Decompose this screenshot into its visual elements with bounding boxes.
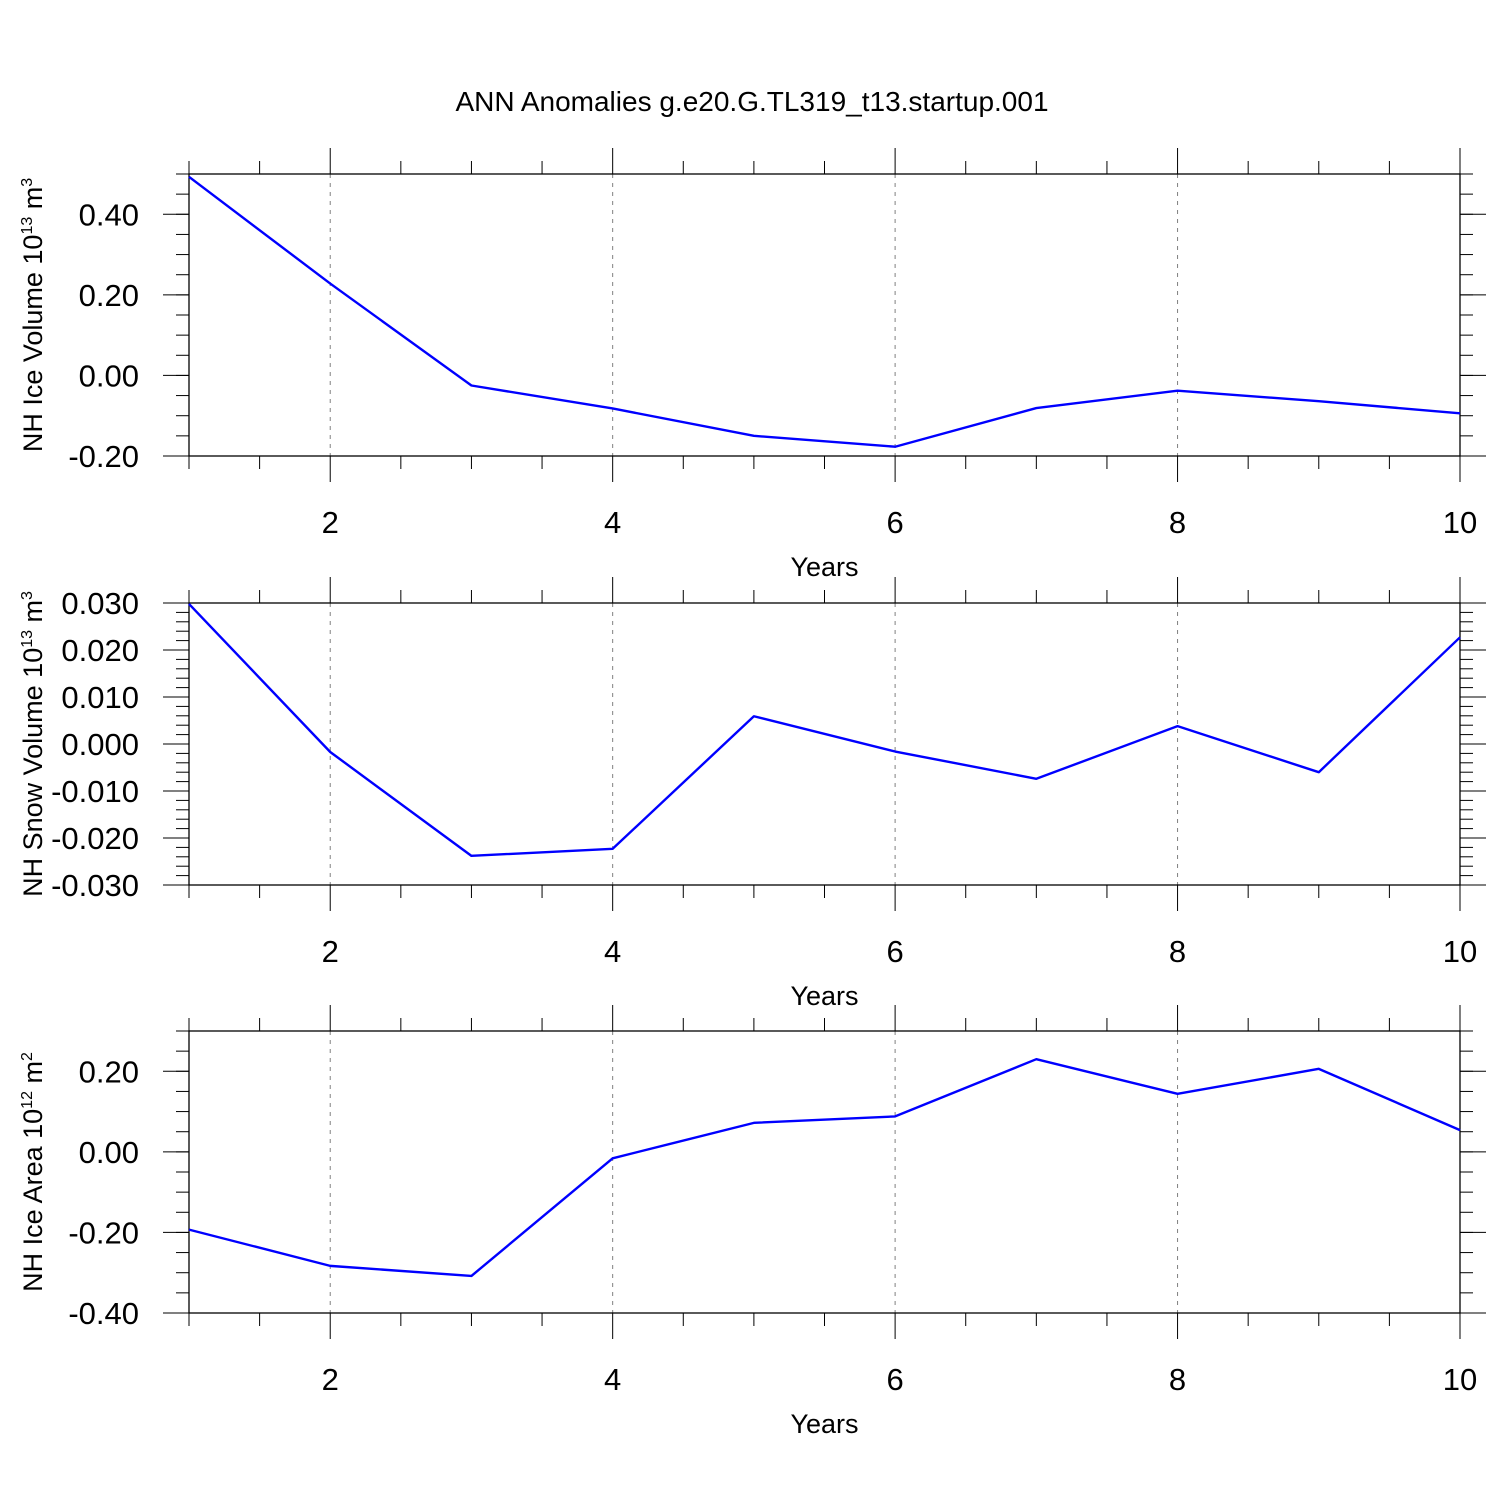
y-axis-label-text: m — [18, 187, 48, 217]
y-tick-label: -0.020 — [51, 821, 139, 856]
x-tick-label: 10 — [1443, 934, 1477, 969]
y-tick-label: 0.020 — [61, 633, 139, 668]
series-line — [188, 1057, 1461, 1278]
y-axis-label: NH Snow Volume 1013 m3 — [18, 591, 48, 897]
y-axis-label-text: NH Ice Area 10 — [18, 1109, 48, 1292]
panel-1: -0.20 0.00 0.20 0.40 2 4 6 8 10 Years NH Ice Volum… — [18, 148, 1486, 582]
x-axis-label: Years — [790, 981, 858, 1011]
y-axis-label-text: NH Snow Volume 10 — [18, 648, 48, 897]
y-axis-label-superscript: 3 — [19, 591, 36, 600]
x-tick-label: 6 — [886, 1362, 903, 1397]
x-tick-label: 10 — [1443, 505, 1477, 540]
y-axis-label: NH Ice Volume 1013 m3 — [18, 178, 48, 452]
x-tick-label: 2 — [322, 934, 339, 969]
plot-frame — [188, 173, 1461, 457]
y-axis-label-superscript: 13 — [19, 217, 36, 235]
y-tick-label: 0.40 — [79, 197, 139, 232]
y-axis-label-superscript: 13 — [19, 630, 36, 648]
y-tick-label: 0.00 — [79, 358, 139, 393]
x-tick-label: 8 — [1169, 505, 1186, 540]
x-tick-label: 6 — [886, 934, 903, 969]
x-axis-label: Years — [790, 1409, 858, 1439]
x-tick-label: 4 — [604, 1362, 621, 1397]
y-tick-label: -0.20 — [68, 1215, 139, 1250]
y-axis-label-superscript: 12 — [19, 1091, 36, 1109]
y-axis-label-text: m — [18, 600, 48, 630]
x-tick-label: 2 — [322, 1362, 339, 1397]
y-tick-label: -0.010 — [51, 774, 139, 809]
series-line — [188, 603, 1461, 858]
plot-frame — [188, 602, 1461, 886]
x-tick-label: 2 — [322, 505, 339, 540]
x-axis-label: Years — [790, 552, 858, 582]
y-tick-label: 0.010 — [61, 680, 139, 715]
x-tick-label: 6 — [886, 505, 903, 540]
y-axis-label-superscript: 2 — [19, 1052, 36, 1061]
x-tick-label: 4 — [604, 505, 621, 540]
x-tick-label: 8 — [1169, 1362, 1186, 1397]
y-axis-label-superscript: 3 — [19, 178, 36, 187]
y-axis-label-text: m — [18, 1061, 48, 1091]
x-tick-label: 4 — [604, 934, 621, 969]
y-tick-label: 0.20 — [79, 1054, 139, 1089]
figure-title: ANN Anomalies g.e20.G.TL319_t13.startup.… — [455, 86, 1048, 117]
y-tick-label: -0.40 — [68, 1296, 139, 1331]
y-tick-label: -0.20 — [68, 439, 139, 474]
panel-3: -0.40 -0.20 0.00 0.20 2 4 6 8 10 Years NH Ice Area… — [18, 1005, 1486, 1439]
y-tick-label: 0.00 — [79, 1135, 139, 1170]
x-tick-label: 8 — [1169, 934, 1186, 969]
panel-2: -0.030 -0.020 -0.010 0.000 0.010 0.020 0.030 2 4… — [18, 577, 1486, 1011]
y-axis-label: NH Ice Area 1012 m2 — [18, 1052, 48, 1292]
series-line — [188, 175, 1461, 448]
y-axis-label-text: NH Ice Volume 10 — [18, 235, 48, 453]
y-tick-label: 0.20 — [79, 278, 139, 313]
y-tick-label: -0.030 — [51, 868, 139, 903]
panels: -0.20 0.00 0.20 0.40 2 4 6 8 10 Years NH Ice Volum… — [18, 148, 1486, 1439]
x-tick-label: 10 — [1443, 1362, 1477, 1397]
y-tick-label: 0.030 — [61, 586, 139, 621]
y-tick-label: 0.000 — [61, 727, 139, 762]
plot-frame — [188, 1030, 1461, 1314]
